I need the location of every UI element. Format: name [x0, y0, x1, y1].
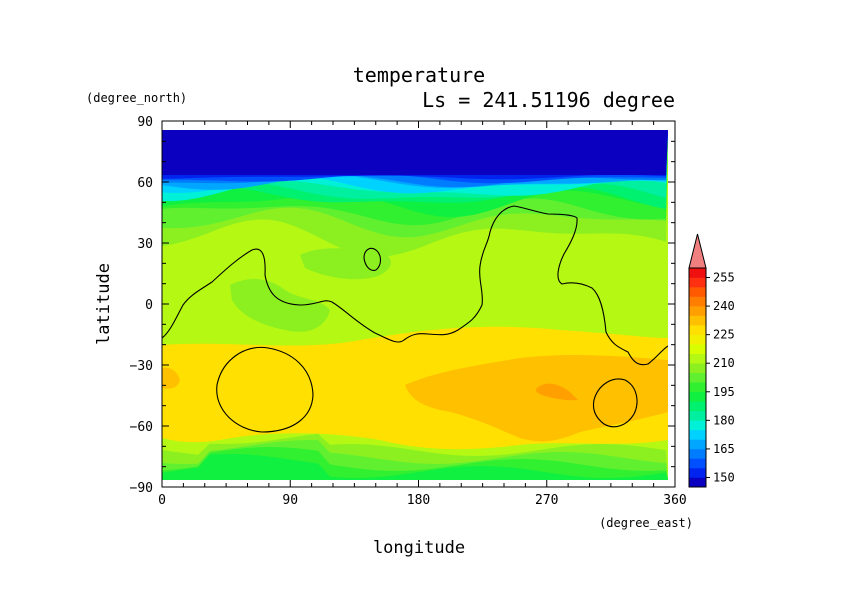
x-tick-label: 270: [535, 493, 558, 508]
y-axis-label: latitude: [94, 263, 114, 345]
colorbar-swatch: [689, 458, 706, 469]
field: [162, 130, 668, 480]
colorbar: 150 165 180 195 210 225 240 255: [688, 233, 735, 488]
colorbar-tick-label: 210: [713, 356, 735, 370]
colorbar-swatch: [689, 410, 706, 421]
x-axis-label: longitude: [373, 538, 465, 558]
x-tick-label: 90: [282, 493, 298, 508]
colorbar-extend-arrow: [688, 233, 707, 269]
colorbar-swatch: [689, 477, 706, 488]
colorbar-tick-label: 150: [713, 470, 735, 484]
y-tick-label: 0: [145, 298, 153, 313]
y-tick-label: −90: [130, 481, 153, 496]
field-blobs: [162, 248, 668, 450]
colorbar-swatch: [689, 429, 706, 440]
y-tick-label: 90: [137, 115, 153, 130]
contour-crater-east: [363, 247, 382, 271]
y-axis: 90 60 30 0 −30 −60 −90: [130, 115, 675, 496]
colorbar-swatch: [689, 372, 706, 383]
green-patch-2: [300, 248, 391, 280]
colorbar-tick-label: 195: [713, 385, 735, 399]
x-tick-label: 180: [407, 493, 430, 508]
chart-subtitle: Ls = 241.51196 degree: [422, 88, 675, 112]
colorbar-swatch: [689, 315, 706, 326]
x-axis: 0 90 180 270 360: [158, 121, 687, 508]
colorbar-swatch: [689, 344, 706, 354]
colorbar-swatch: [689, 467, 706, 478]
colorbar-swatch: [689, 268, 706, 278]
colorbar-swatch: [689, 306, 706, 316]
colorbar-tick-label: 165: [713, 442, 735, 456]
colorbar-swatch: [689, 277, 706, 288]
colorbar-swatch: [689, 382, 706, 393]
x-tick-label: 0: [158, 493, 166, 508]
x-tick-label: 360: [663, 493, 686, 508]
colorbar-tick-label: 255: [713, 271, 735, 285]
colorbar-tick-label: 240: [713, 299, 735, 313]
hot-spot: [535, 383, 578, 401]
colorbar-swatch: [689, 420, 706, 431]
y-tick-label: −30: [130, 359, 153, 374]
colorbar-swatch: [689, 448, 706, 459]
green-patch-1: [230, 278, 330, 332]
colorbar-swatch: [689, 287, 706, 297]
temperature-band-south: [162, 454, 668, 480]
colorbar-swatch: [689, 334, 706, 345]
colorbar-swatch: [689, 363, 706, 374]
colorbar-swatch: [689, 325, 706, 335]
y-units-label: (degree_north): [86, 91, 187, 105]
y-tick-label: −60: [130, 420, 153, 435]
colorbar-swatch: [689, 391, 706, 402]
contour-coastline-north: [162, 205, 668, 366]
y-tick-label: 60: [137, 176, 153, 191]
x-units-label: (degree_east): [599, 516, 693, 530]
y-tick-label: 30: [137, 237, 153, 252]
temperature-band: [162, 130, 668, 175]
colorbar-tick-label: 180: [713, 413, 735, 427]
colorbar-swatch: [689, 401, 706, 412]
colorbar-swatch: [689, 439, 706, 450]
chart-title: temperature: [353, 63, 485, 87]
contour-lines: [162, 205, 668, 433]
colorbar-tick-label: 225: [713, 328, 735, 342]
warm-patch-west: [162, 367, 180, 389]
colorbar-swatch: [689, 296, 706, 307]
field-bands: [162, 130, 668, 480]
contour-crater-west: [216, 346, 314, 433]
colorbar-swatch: [689, 353, 706, 364]
colorbar-frame: [688, 267, 707, 488]
hot-region: [405, 354, 668, 442]
contour-crater-south-east: [592, 378, 638, 428]
